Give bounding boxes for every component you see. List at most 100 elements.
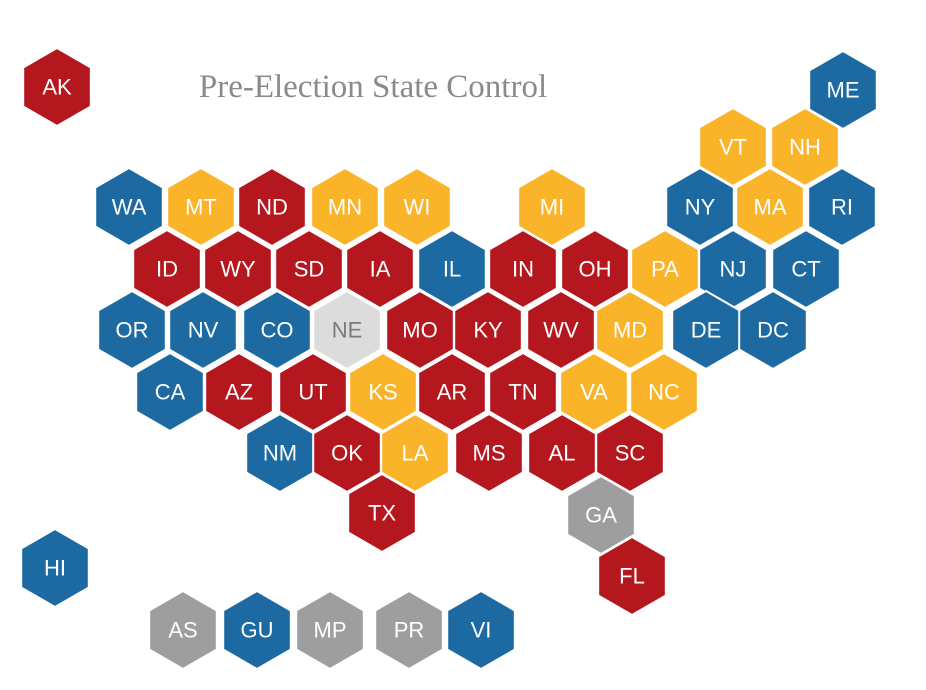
hex [417, 228, 487, 310]
hex-tile: AS [148, 589, 218, 671]
hex-label: RI [831, 195, 853, 220]
hex [345, 228, 415, 310]
hex [446, 589, 516, 671]
hex-tile: MN [310, 166, 380, 248]
hex-tile: CT [771, 228, 841, 310]
hex-tile: MS [454, 412, 524, 494]
hex-label: PR [394, 618, 425, 643]
hex-tile: MA [735, 166, 805, 248]
hex-label: OR [116, 318, 149, 343]
hex-tile: RI [807, 166, 877, 248]
hex-tile: WY [203, 228, 273, 310]
hex-tile: UT [278, 351, 348, 433]
hex-label: TX [368, 501, 396, 526]
hex-tile: VT [698, 106, 768, 188]
hex-label: LA [402, 441, 429, 466]
hex-tile: VI [446, 589, 516, 671]
hex [237, 166, 307, 248]
hex [312, 289, 382, 371]
hex [132, 228, 202, 310]
hex-tile: IL [417, 228, 487, 310]
hex-label: OK [331, 441, 363, 466]
hex [454, 412, 524, 494]
hex-tile: VA [559, 351, 629, 433]
hex [203, 228, 273, 310]
hex [735, 166, 805, 248]
hex-label: MP [314, 618, 347, 643]
hex [488, 351, 558, 433]
hex [560, 228, 630, 310]
hex-label: NM [263, 441, 297, 466]
hex-label: AR [437, 380, 468, 405]
hex [135, 351, 205, 433]
hex-tile: AL [527, 412, 597, 494]
hex-label: MI [540, 195, 564, 220]
hex [347, 472, 417, 554]
hex-tile: NY [665, 166, 735, 248]
hex-label: NC [648, 380, 680, 405]
hex [204, 351, 274, 433]
hex-tile: OK [312, 412, 382, 494]
hex-label: VI [471, 618, 492, 643]
hex-label: MO [402, 318, 437, 343]
hex-tile: GU [222, 589, 292, 671]
hex-tile: WI [382, 166, 452, 248]
hex-tile: FL [597, 535, 667, 617]
hex-tile: WV [526, 289, 596, 371]
hex-label: DE [691, 318, 722, 343]
hex-label: NJ [720, 257, 747, 282]
hex-label: MN [328, 195, 362, 220]
hex [374, 589, 444, 671]
hex-label: AS [168, 618, 197, 643]
hex-tile: KS [348, 351, 418, 433]
hex-label: GA [585, 503, 617, 528]
hex-tile: TX [347, 472, 417, 554]
hex-label: WV [543, 318, 579, 343]
hex [526, 289, 596, 371]
hex-label: HI [44, 556, 66, 581]
hex [242, 289, 312, 371]
hex [222, 589, 292, 671]
hex-label: KS [368, 380, 397, 405]
hex-label: SC [615, 441, 646, 466]
hex-tile: AZ [204, 351, 274, 433]
hex-label: CO [261, 318, 294, 343]
hex [417, 351, 487, 433]
hex-tile: HI [20, 527, 90, 609]
hex-label: MT [185, 195, 217, 220]
hex-label: IL [443, 257, 461, 282]
hex-label: ID [156, 257, 178, 282]
hex-tile: IN [488, 228, 558, 310]
hex-tile: AK [22, 46, 92, 128]
hex-tile: CA [135, 351, 205, 433]
hex-tile: WA [94, 166, 164, 248]
hex-tile: NC [629, 351, 699, 433]
hex-label: AL [549, 441, 576, 466]
hex-tile: MP [295, 589, 365, 671]
hex [97, 289, 167, 371]
hex [310, 166, 380, 248]
hex-tile: MI [517, 166, 587, 248]
hex-label: NV [188, 318, 219, 343]
hex-tile: LA [380, 412, 450, 494]
hex-tile: SD [274, 228, 344, 310]
hex-tile: DC [738, 289, 808, 371]
hex-label: WY [220, 257, 256, 282]
hex-tile: NE [312, 289, 382, 371]
hex-tile: IA [345, 228, 415, 310]
hex-label: ND [256, 195, 288, 220]
hex-label: GU [241, 618, 274, 643]
hex [168, 289, 238, 371]
hex [22, 46, 92, 128]
hex-tile: ID [132, 228, 202, 310]
hex [94, 166, 164, 248]
hex-label: CT [791, 257, 820, 282]
hex-label: TN [508, 380, 537, 405]
hex [738, 289, 808, 371]
hex [274, 228, 344, 310]
hex-label: NH [789, 135, 821, 160]
hex-tile: NJ [698, 228, 768, 310]
hex-tile: PR [374, 589, 444, 671]
hex-label: DC [757, 318, 789, 343]
